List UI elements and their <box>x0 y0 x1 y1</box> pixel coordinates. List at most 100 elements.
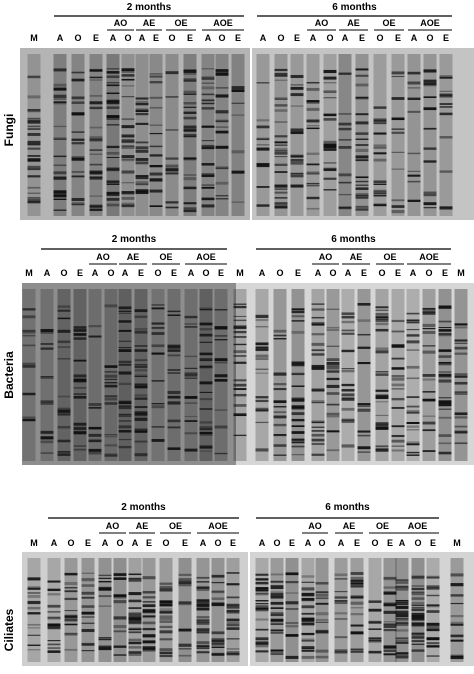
gel-band <box>301 612 315 615</box>
gel-band <box>350 585 364 588</box>
gel-band <box>40 347 54 349</box>
gel-band <box>373 132 387 135</box>
gel-band <box>426 637 440 641</box>
gel-band <box>311 364 325 368</box>
gel-band <box>113 645 127 648</box>
gel-band <box>270 649 284 652</box>
gel-band <box>338 113 352 115</box>
gel-band <box>118 320 132 323</box>
gel-band <box>233 404 247 407</box>
subgroup-label: OE <box>174 18 187 28</box>
gel-band <box>256 82 270 84</box>
gel-band <box>201 197 215 201</box>
gel-band <box>71 131 85 133</box>
gel-band <box>89 76 103 79</box>
gel-band <box>355 193 369 196</box>
gel-band <box>201 163 215 166</box>
gel-band <box>199 446 213 449</box>
gel-band <box>134 419 148 421</box>
lane-label: O <box>116 538 123 548</box>
gel-band <box>231 150 245 154</box>
gel-band <box>89 126 103 129</box>
gel-band <box>391 330 405 333</box>
gel-band <box>274 97 288 100</box>
gel-band <box>291 445 305 448</box>
gel-band <box>291 441 305 444</box>
gel-band <box>341 418 355 422</box>
gel-band <box>306 196 320 200</box>
gel-band <box>98 638 112 641</box>
gel-band <box>121 96 135 98</box>
gel-lane <box>383 558 397 662</box>
gel-band <box>334 596 348 598</box>
lane-label: O <box>425 268 432 278</box>
gel-band <box>383 576 397 580</box>
gel-band <box>357 346 371 349</box>
gel-band <box>423 82 437 86</box>
gel-band <box>355 96 369 99</box>
lane-label: E <box>235 33 241 43</box>
gel-band <box>274 205 288 209</box>
gel-band <box>406 451 420 454</box>
gel-band <box>311 349 325 352</box>
gel-band <box>128 638 142 642</box>
gel-band <box>350 651 364 653</box>
gel-band <box>106 115 120 118</box>
gel-lane <box>391 54 405 216</box>
gel-band <box>165 96 179 98</box>
gel-band <box>113 577 127 580</box>
gel-band <box>423 96 437 98</box>
gel-band <box>355 121 369 125</box>
gel-band <box>149 205 163 207</box>
gel-lane <box>89 54 103 216</box>
gel-band <box>256 137 270 140</box>
gel-band <box>81 611 95 615</box>
gel-band <box>128 628 142 631</box>
gel-band <box>395 617 409 620</box>
gel-band <box>255 588 269 592</box>
gel-band <box>165 164 179 167</box>
gel-band <box>134 375 148 377</box>
gel-band <box>118 329 132 332</box>
gel-band <box>407 174 421 177</box>
gel-band <box>165 166 179 169</box>
lane-label: E <box>430 538 436 548</box>
gel-band <box>64 618 78 622</box>
gel-band <box>81 605 95 608</box>
gel-band <box>88 448 102 452</box>
gel-band <box>134 309 148 313</box>
gel-lane <box>315 558 329 662</box>
gel-band <box>391 357 405 360</box>
gel-band <box>323 69 337 74</box>
gel-band <box>165 129 179 131</box>
gel-band <box>199 358 213 360</box>
gel-band <box>178 601 192 603</box>
gel-band <box>27 143 41 146</box>
gel-band <box>134 406 148 409</box>
gel-lane <box>338 54 352 216</box>
gel-band <box>53 137 67 141</box>
gel-band <box>22 362 36 366</box>
gel-band <box>270 591 284 593</box>
gel-band <box>357 409 371 412</box>
gel-band <box>178 583 192 587</box>
gel-band <box>373 183 387 185</box>
lane-label: A <box>92 268 99 278</box>
gel-band <box>196 609 210 611</box>
gel-band <box>128 572 142 575</box>
gel-band <box>285 624 299 628</box>
gel-band <box>81 591 95 595</box>
gel-band <box>134 330 148 334</box>
gel-band <box>40 376 54 379</box>
gel-band <box>422 345 436 347</box>
gel-band <box>215 120 229 123</box>
gel-band <box>53 190 67 194</box>
gel-lane <box>255 289 269 461</box>
subgroup-label: AE <box>127 252 140 262</box>
gel-lane <box>311 289 325 461</box>
gel-band <box>113 625 127 629</box>
gel-band <box>201 146 215 150</box>
gel-band <box>215 87 229 89</box>
gel-band <box>118 429 132 433</box>
gel-band <box>383 591 397 595</box>
